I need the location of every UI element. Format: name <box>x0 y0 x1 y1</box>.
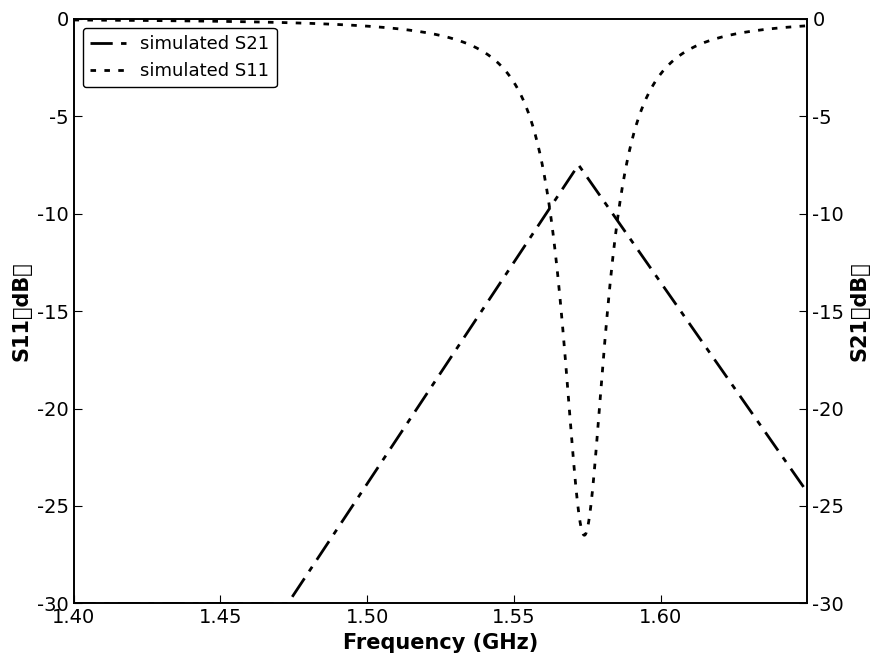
simulated S21 <box>508 259 519 267</box>
simulated S11 <box>545 212 556 220</box>
Y-axis label: S21（dB）: S21（dB） <box>850 261 870 361</box>
X-axis label: Frequency (GHz): Frequency (GHz) <box>343 633 538 653</box>
simulated S21 <box>545 203 556 210</box>
simulated S21 <box>574 161 584 169</box>
Y-axis label: S11（dB）: S11（dB） <box>11 261 31 361</box>
simulated S21 <box>349 500 359 508</box>
simulated S11 <box>803 22 813 30</box>
Line: simulated S21: simulated S21 <box>73 165 808 604</box>
simulated S11 <box>616 189 626 197</box>
simulated S11 <box>508 78 519 86</box>
simulated S11 <box>202 17 212 25</box>
simulated S21 <box>616 222 626 230</box>
simulated S21 <box>803 489 813 497</box>
simulated S21 <box>68 600 78 608</box>
Line: simulated S11: simulated S11 <box>73 20 808 535</box>
simulated S21 <box>202 600 212 608</box>
simulated S11 <box>349 21 359 29</box>
simulated S11 <box>672 53 683 61</box>
simulated S11 <box>68 16 78 24</box>
simulated S11 <box>579 531 589 539</box>
simulated S21 <box>672 302 683 310</box>
Legend: simulated S21, simulated S11: simulated S21, simulated S11 <box>83 28 277 87</box>
